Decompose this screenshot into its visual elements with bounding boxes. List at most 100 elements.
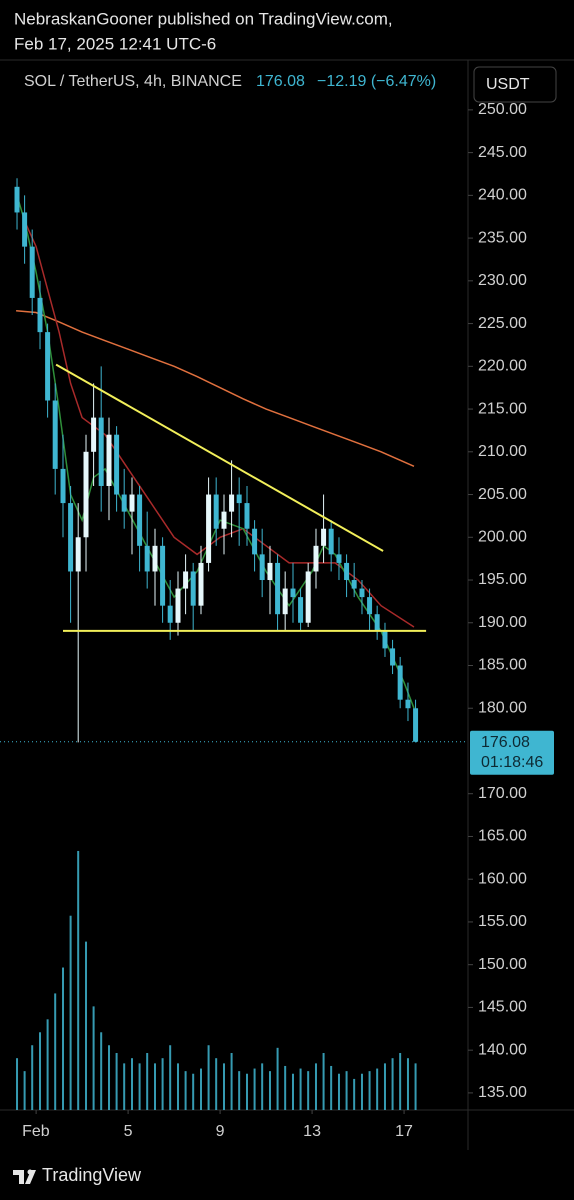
x-tick-label: 17	[395, 1123, 413, 1140]
y-tick-label: 250.00	[478, 101, 527, 118]
volume-bar	[299, 1068, 302, 1110]
candle-body	[367, 597, 373, 615]
volume-bar	[383, 1063, 386, 1110]
volume-bar	[360, 1073, 363, 1110]
volume-bar	[92, 1006, 95, 1110]
y-tick-label: 220.00	[478, 358, 527, 375]
header-price: 176.08	[256, 73, 305, 90]
candle-body	[344, 562, 350, 581]
volume-bar	[345, 1071, 348, 1110]
candle-body	[175, 588, 181, 623]
candle-body	[14, 186, 20, 213]
candle-body	[397, 665, 403, 700]
candle-body	[121, 494, 127, 512]
volume-bar	[368, 1071, 371, 1110]
candle-body	[129, 494, 135, 512]
volume-bar	[230, 1053, 233, 1110]
y-tick-label: 145.00	[478, 999, 527, 1016]
y-tick-label: 190.00	[478, 614, 527, 631]
moving-average	[16, 310, 415, 467]
volume-bar	[207, 1045, 210, 1110]
candle-body	[22, 212, 28, 247]
volume-bar	[276, 1047, 279, 1110]
volume-bar	[238, 1071, 241, 1110]
y-tick-label: 165.00	[478, 828, 527, 845]
candle-body	[351, 580, 357, 589]
volume-bar	[184, 1071, 187, 1110]
y-tick-label: 185.00	[478, 657, 527, 674]
volume-bar	[177, 1063, 180, 1110]
volume-bar	[54, 993, 57, 1110]
candle-body	[282, 588, 288, 615]
y-tick-label: 240.00	[478, 187, 527, 204]
candle-body	[83, 451, 89, 538]
y-tick-label: 225.00	[478, 315, 527, 332]
candle-body	[290, 588, 296, 598]
volume-bar	[222, 1063, 225, 1110]
y-tick-label: 210.00	[478, 443, 527, 460]
volume-bar	[399, 1053, 402, 1110]
candle-body	[29, 246, 35, 298]
date-line: Feb 17, 2025 12:41 UTC-6	[14, 34, 216, 53]
volume-bar	[100, 1032, 103, 1110]
volume-bar	[146, 1053, 149, 1110]
logo-dot	[27, 1169, 33, 1175]
volume-bar	[115, 1053, 118, 1110]
candle-body	[413, 708, 419, 742]
candle-body	[160, 545, 166, 606]
candle-body	[98, 417, 104, 486]
volume-bar	[131, 1058, 134, 1110]
volume-bar	[62, 967, 65, 1110]
y-tick-label: 135.00	[478, 1084, 527, 1101]
currency-button[interactable]	[473, 66, 557, 103]
volume-bar	[123, 1063, 126, 1110]
volume-bar	[169, 1045, 172, 1110]
y-tick-label: 150.00	[478, 956, 527, 973]
candle-body	[152, 545, 158, 572]
volume-bar	[245, 1073, 248, 1110]
candle-body	[60, 468, 66, 504]
volume-bar	[69, 915, 72, 1110]
volume-bar	[284, 1065, 287, 1110]
candle-body	[75, 537, 81, 572]
brand-logo	[13, 1169, 36, 1184]
candle-body	[106, 434, 112, 486]
candle-body	[167, 605, 173, 623]
brand: TradingView	[42, 1165, 142, 1185]
candle-body	[213, 494, 219, 529]
currency[interactable]: USDT	[486, 76, 530, 93]
candle-body	[244, 503, 250, 529]
candle-body	[267, 562, 273, 581]
candle-body	[305, 571, 311, 623]
candle-body	[45, 332, 51, 401]
y-tick-label: 200.00	[478, 528, 527, 545]
candle-body	[229, 494, 235, 512]
header-change: −12.19 (−6.47%)	[317, 73, 436, 90]
volume-bar	[322, 1053, 325, 1110]
y-tick-label: 160.00	[478, 870, 527, 887]
candle-body	[359, 588, 365, 598]
volume-bar	[330, 1065, 333, 1110]
candle-body	[221, 511, 227, 529]
y-tick-label: 245.00	[478, 144, 527, 161]
volume-bar	[376, 1068, 379, 1110]
candle-body	[405, 699, 411, 709]
candle-body	[91, 417, 97, 452]
volume-bar	[46, 1019, 49, 1110]
candle-body	[206, 494, 212, 563]
candle-body	[321, 528, 327, 546]
y-tick-label: 180.00	[478, 699, 527, 716]
y-tick-label: 205.00	[478, 486, 527, 503]
y-tick-label: 235.00	[478, 229, 527, 246]
candle-body	[259, 554, 265, 581]
candle-body	[252, 528, 258, 555]
volume-bar	[199, 1068, 202, 1110]
volume-bar	[337, 1073, 340, 1110]
volume-bar	[291, 1073, 294, 1110]
candle-body	[374, 614, 380, 632]
volume-bar	[261, 1063, 264, 1110]
volume-bar	[314, 1063, 317, 1110]
candle-body	[183, 571, 189, 589]
